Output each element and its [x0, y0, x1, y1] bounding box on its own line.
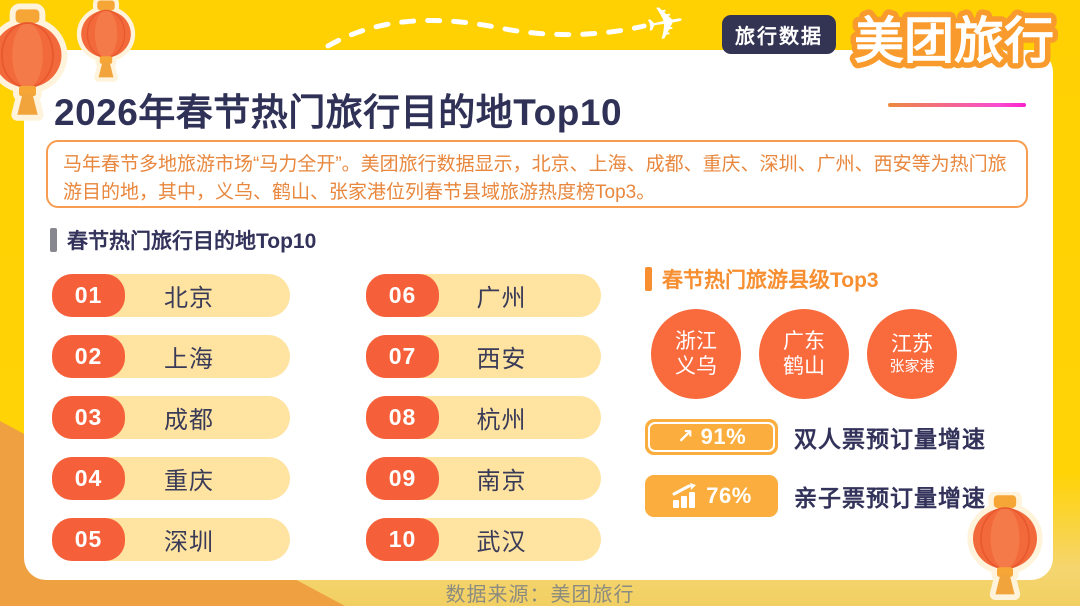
- rank-number-badge: 10: [366, 518, 439, 561]
- arrow-up-right-icon: ↗: [676, 426, 694, 448]
- stat-value: 91%: [700, 424, 747, 449]
- county-top3-list: 浙江 义乌 广东 鹤山 江苏 张家港: [651, 309, 957, 399]
- rank-item: 09 南京: [366, 457, 601, 500]
- rank-city-label: 广州: [476, 285, 527, 312]
- meituan-travel-logo: 美团旅行: [849, 8, 1060, 75]
- rank-item: 01 北京: [52, 274, 290, 317]
- rank-item: 06 广州: [366, 274, 601, 317]
- rank-item: 08 杭州: [366, 396, 601, 439]
- stat-label: 双人票预订量增速: [794, 426, 986, 452]
- travel-data-badge: 旅行数据: [722, 15, 836, 54]
- county-name-label: 张家港: [889, 357, 935, 375]
- ranking-list: 01 北京 02 上海 03 成都 04 重庆 05 深圳 06 广州: [52, 274, 601, 561]
- rank-city-label: 武汉: [476, 529, 527, 556]
- county-region-label: 广东: [783, 329, 825, 353]
- county-circle: 江苏 张家港: [867, 309, 957, 399]
- rank-city-label: 深圳: [164, 529, 214, 556]
- rank-city-label: 南京: [476, 468, 527, 495]
- bar-chart-rising-icon: [672, 483, 697, 508]
- county-region-label: 浙江: [675, 329, 717, 353]
- rank-number-badge: 05: [52, 518, 125, 561]
- title-underline-decoration: [888, 103, 1026, 107]
- rank-number-badge: 04: [52, 457, 125, 500]
- lantern-icon: [0, 0, 195, 150]
- stat-label: 亲子票预订量增速: [794, 485, 986, 511]
- rank-city-label: 上海: [164, 346, 214, 373]
- rank-item: 02 上海: [52, 335, 290, 378]
- rank-number-badge: 08: [366, 396, 439, 439]
- section-bar-icon: [645, 267, 652, 291]
- county-name-label: 义乌: [675, 355, 717, 378]
- dashed-trail-decoration: [325, 18, 647, 49]
- rank-city-label: 杭州: [476, 407, 527, 434]
- rank-number-badge: 07: [366, 335, 439, 378]
- rank-item: 05 深圳: [52, 518, 290, 561]
- stat-row-couple-tickets: ↗ 91% 双人票预订量增速: [645, 419, 986, 455]
- summary-text: 马年春节多地旅游市场“马力全开”。美团旅行数据显示，北京、上海、成都、重庆、深圳…: [63, 154, 1007, 203]
- airplane-icon: ✈: [641, 0, 689, 52]
- page-title: 2026年春节热门旅行目的地Top10: [54, 92, 623, 133]
- county-circle: 广东 鹤山: [759, 309, 849, 399]
- rank-number-badge: 02: [52, 335, 125, 378]
- rank-city-label: 北京: [164, 285, 214, 312]
- rank-city-label: 成都: [164, 407, 214, 434]
- rank-number-badge: 01: [52, 274, 125, 317]
- summary-box: 马年春节多地旅游市场“马力全开”。美团旅行数据显示，北京、上海、成都、重庆、深圳…: [46, 140, 1028, 208]
- ranking-section-title: 春节热门旅行目的地Top10: [67, 230, 317, 253]
- stat-row-family-tickets: 76% 亲子票预订量增速: [645, 475, 986, 517]
- rank-number-badge: 09: [366, 457, 439, 500]
- county-section-header: 春节热门旅游县级Top3: [645, 264, 879, 294]
- county-section-title: 春节热门旅游县级Top3: [662, 269, 879, 292]
- content-card: 2026年春节热门旅行目的地Top10 马年春节多地旅游市场“马力全开”。美团旅…: [24, 50, 1053, 580]
- rank-number-badge: 06: [366, 274, 439, 317]
- ranking-section-header: 春节热门旅行目的地Top10: [50, 225, 316, 255]
- rank-city-label: 重庆: [164, 468, 214, 495]
- rank-city-label: 西安: [476, 346, 527, 373]
- rank-item: 07 西安: [366, 335, 601, 378]
- rank-item: 04 重庆: [52, 457, 290, 500]
- rank-item: 03 成都: [52, 396, 290, 439]
- section-bar-icon: [50, 228, 57, 252]
- rank-number-badge: 03: [52, 396, 125, 439]
- stat-chip-inner: ↗ 91%: [648, 422, 775, 452]
- county-name-label: 鹤山: [783, 355, 825, 378]
- rank-item: 10 武汉: [366, 518, 601, 561]
- svg-text:美团旅行: 美团旅行: [854, 13, 1054, 69]
- stat-chip: ↗ 91%: [645, 419, 778, 455]
- stat-value: 76%: [706, 483, 752, 508]
- data-source-text: 数据来源：美团旅行: [445, 584, 635, 606]
- county-circle: 浙江 义乌: [651, 309, 741, 399]
- stat-chip: 76%: [645, 475, 778, 517]
- county-region-label: 江苏: [891, 333, 933, 357]
